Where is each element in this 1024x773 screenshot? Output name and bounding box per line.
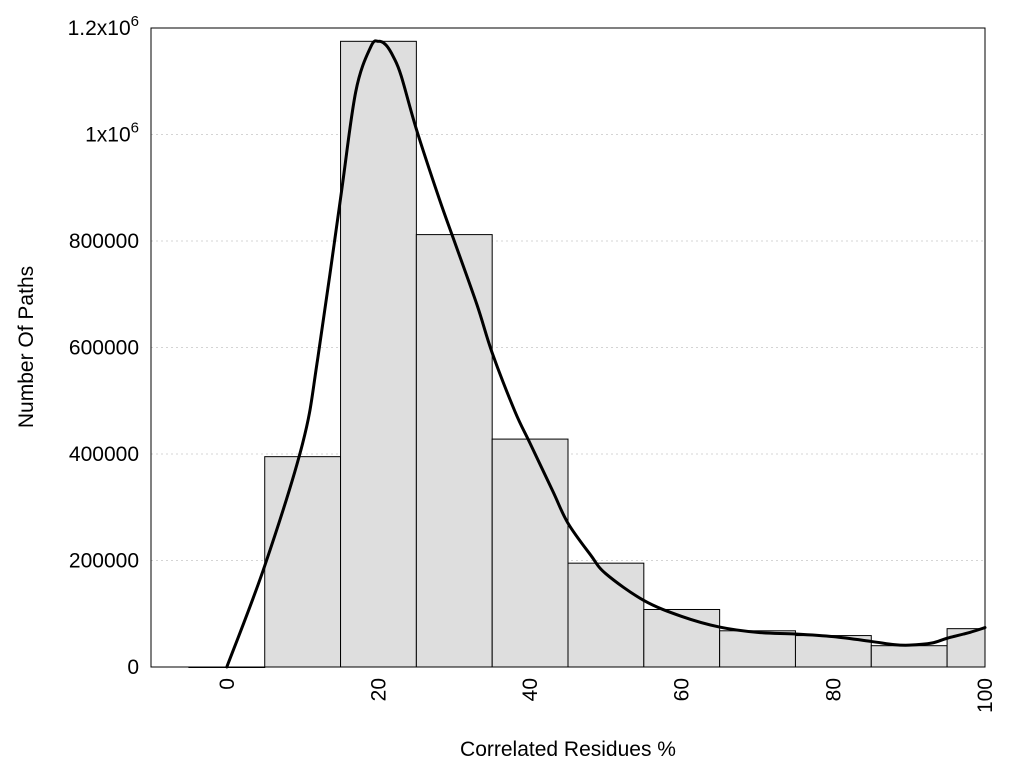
- x-tick-label-0: 0: [216, 678, 239, 690]
- y-axis-label: Number Of Paths: [15, 266, 38, 428]
- bar-70: [719, 630, 796, 668]
- bars-layer: [188, 40, 986, 668]
- x-tick-label-4: 80: [822, 678, 845, 701]
- bar-10: [264, 456, 342, 668]
- y-tick-label-5: 1x106: [85, 120, 139, 147]
- y-tick-label-0: 0: [127, 656, 139, 679]
- x-tick-label-3: 60: [671, 678, 694, 701]
- x-tick-label-2: 40: [519, 678, 542, 701]
- y-tick-label-2: 400000: [69, 443, 139, 466]
- x-tick-labels: 0 20 40 60 80 100: [216, 678, 997, 713]
- x-tick-label-5: 100: [974, 678, 997, 713]
- y-tick-labels: 0 200000 400000 600000 800000 1x106 1.2x106: [68, 13, 139, 679]
- x-tick-label-1: 20: [367, 678, 390, 701]
- y-tick-label-6: 1.2x106: [68, 13, 139, 40]
- density-curve: [225, 39, 987, 669]
- bar-60: [643, 608, 721, 668]
- bar-40: [491, 438, 569, 668]
- bar-50: [567, 562, 645, 668]
- plot-frame: [150, 27, 986, 668]
- y-tick-label-3: 600000: [69, 337, 139, 360]
- bar-20: [340, 40, 417, 668]
- x-axis-label: Correlated Residues %: [460, 738, 676, 761]
- y-tick-label-4: 800000: [69, 230, 139, 253]
- bar-30: [415, 234, 493, 668]
- bar-90: [870, 645, 948, 668]
- y-tick-label-1: 200000: [69, 550, 139, 573]
- curve-layer: [225, 39, 987, 669]
